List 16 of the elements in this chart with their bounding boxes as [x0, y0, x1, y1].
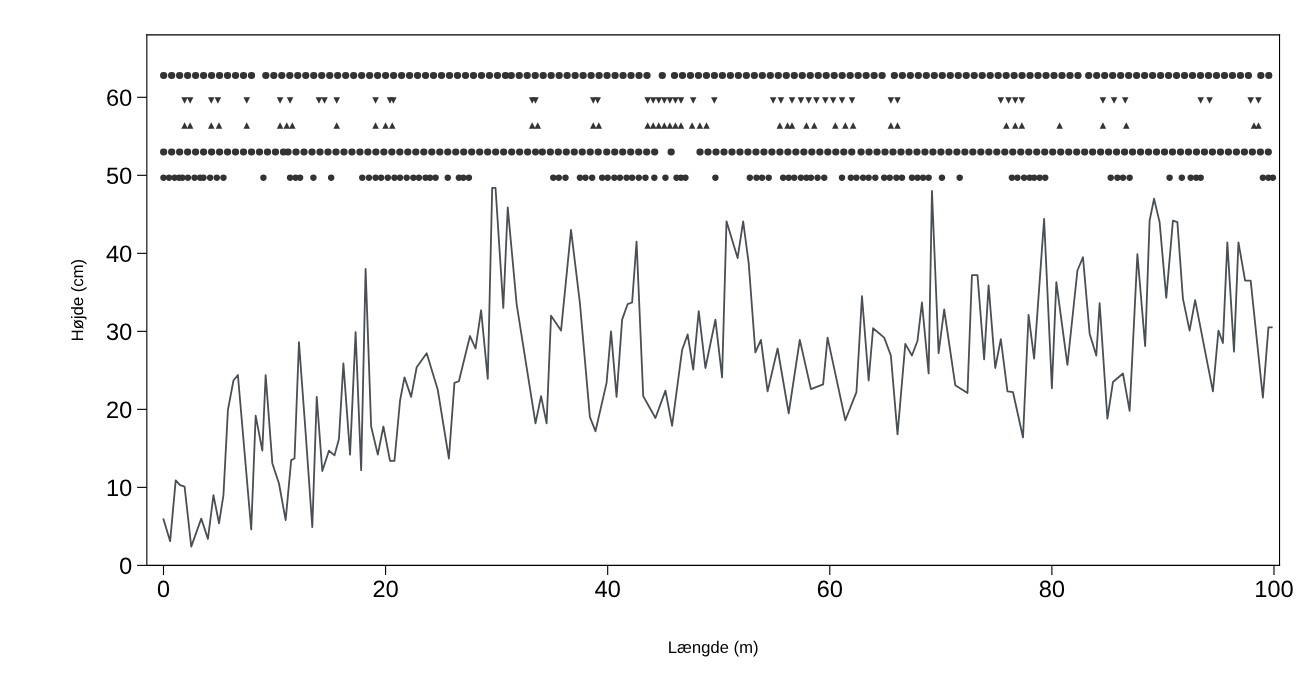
x-axis-title: Længde (m)	[669, 640, 758, 657]
y-tick-label: 50	[106, 167, 132, 185]
y-tick-label: 10	[107, 479, 132, 497]
y-tick-label: 20	[107, 401, 132, 419]
y-tick-label: 30	[106, 323, 132, 341]
x-tick-label: 80	[1039, 580, 1065, 598]
y-tick-label: 40	[106, 245, 132, 263]
y-axis-title: Højde (cm)	[71, 259, 87, 340]
x-tick-label: 0	[157, 580, 170, 598]
x-tick-label: 40	[595, 580, 620, 598]
x-tick-label: 60	[817, 580, 842, 598]
x-tick-label: 20	[373, 580, 398, 598]
x-tick-label: 100	[1256, 580, 1293, 598]
y-tick-label: 0	[120, 557, 132, 575]
y-tick-label: 60	[107, 89, 132, 107]
line-series	[162, 186, 1273, 548]
